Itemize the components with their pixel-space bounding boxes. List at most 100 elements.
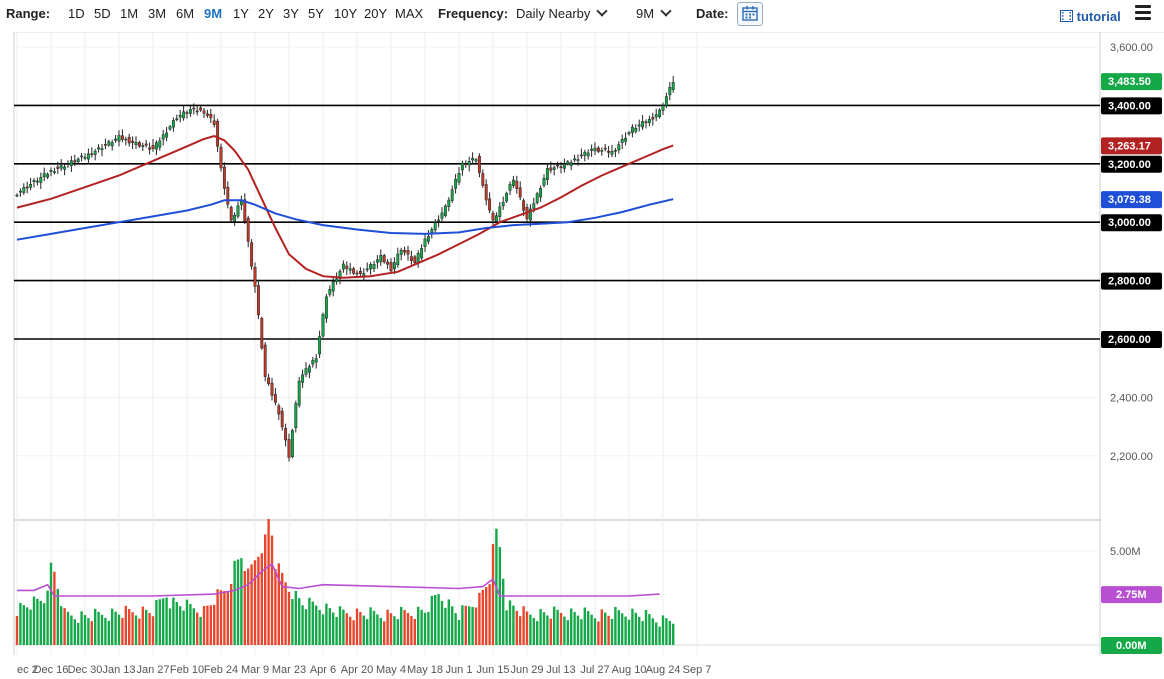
candle-body (314, 358, 318, 363)
range-3m[interactable]: 3M (148, 6, 167, 21)
volume-bar (410, 615, 413, 645)
candle-body (637, 124, 641, 127)
volume-bar (583, 607, 586, 645)
volume-bar (386, 609, 389, 645)
range-label: Range: (6, 6, 51, 21)
candle-body (185, 112, 189, 114)
volume-bar (114, 611, 117, 645)
volume-bar (359, 612, 362, 645)
price-badge (1101, 331, 1162, 348)
range-3y[interactable]: 3Y (283, 6, 299, 21)
volume-bar (379, 617, 382, 645)
candle-body (86, 153, 90, 160)
candle-body (549, 167, 553, 171)
date-tick-label: Aug 24 (646, 664, 681, 676)
volume-bar (315, 605, 318, 645)
volume-bar (366, 619, 369, 645)
candle-body (226, 186, 230, 205)
volume-tick-label: 5.00M (1110, 546, 1141, 558)
volume-bar (644, 609, 648, 645)
candle-body (389, 262, 393, 272)
candle-body (205, 113, 209, 116)
volume-bar (447, 599, 450, 645)
price-badge-label: 3,400.00 (1108, 100, 1151, 112)
volume-bar (332, 612, 335, 645)
period-value: 9M (636, 6, 655, 21)
volume-bar (145, 609, 148, 645)
volume-bar (542, 612, 546, 645)
hamburger-menu-icon[interactable] (1135, 5, 1151, 20)
volume-bar (100, 614, 104, 645)
volume-bar (536, 621, 539, 645)
candle-body (171, 120, 175, 128)
volume-bar (304, 609, 308, 645)
range-1m[interactable]: 1M (120, 6, 139, 21)
candle-body (562, 164, 566, 169)
range-6m[interactable]: 6M (176, 6, 195, 21)
candle-body (233, 214, 237, 222)
range-9m[interactable]: 9M (204, 6, 223, 21)
volume-bar (665, 618, 668, 645)
candle-body (209, 114, 213, 119)
volume-bar (240, 558, 243, 645)
volume-bar (155, 600, 158, 645)
candle-body (158, 140, 162, 148)
price-chart[interactable]: 2,200.00 2,400.00 2,600.00 2,800.00 3,000.00… (0, 32, 1164, 679)
candle-body (307, 366, 311, 373)
volume-bar (233, 560, 236, 645)
candle-body (423, 238, 427, 247)
volume-bar (457, 619, 461, 645)
candle-body (256, 285, 260, 316)
tutorial-label: tutorial (1076, 9, 1121, 24)
volume-bar (672, 623, 675, 645)
volume-bar (355, 608, 359, 645)
volume-bar (281, 572, 284, 645)
range-1d[interactable]: 1D (68, 6, 85, 21)
range-2y[interactable]: 2Y (258, 6, 274, 21)
candle-body (178, 115, 182, 118)
volume-bar (668, 620, 671, 645)
date-tick-label: Jan 13 (102, 664, 135, 676)
volume-bar (230, 583, 233, 645)
price-badge-label: 3,263.17 (1108, 140, 1151, 152)
range-5d[interactable]: 5D (94, 6, 111, 21)
volume-bar (15, 615, 19, 645)
frequency-dropdown[interactable]: Daily Nearby (516, 5, 609, 21)
volume-bar (468, 606, 471, 645)
candle-body (641, 121, 645, 128)
candle-body (369, 264, 373, 270)
volume-bar (83, 615, 87, 645)
volume-bar (138, 618, 141, 645)
volume-bar (580, 619, 583, 645)
candle-body (355, 272, 359, 275)
candle-body (42, 173, 46, 178)
range-1y[interactable]: 1Y (233, 6, 249, 21)
volume-badge-label: 0.00M (1116, 640, 1147, 652)
candle-body (518, 187, 522, 198)
volume-bar (223, 591, 226, 645)
candle-body (498, 206, 502, 217)
volume-bar (651, 618, 654, 645)
candle-body (406, 250, 410, 255)
range-5y[interactable]: 5Y (308, 6, 324, 21)
volume-bar (196, 612, 199, 645)
candle-body (73, 160, 77, 163)
range-10y[interactable]: 10Y (334, 6, 358, 21)
volume-bar (117, 614, 121, 645)
volume-bar (563, 616, 566, 645)
candle-body (103, 144, 107, 146)
candle-body (460, 162, 464, 171)
range-20y[interactable]: 20Y (364, 6, 388, 21)
candle-body (148, 147, 152, 150)
calendar-icon[interactable] (737, 2, 763, 26)
candle-body (467, 161, 471, 166)
period-dropdown[interactable]: 9M (636, 5, 672, 21)
tutorial-link[interactable]: tutorial (1060, 9, 1121, 24)
candle-body (457, 173, 461, 183)
volume-bar (250, 564, 253, 645)
candle-body (331, 281, 335, 292)
volume-bar (22, 605, 25, 645)
range-max[interactable]: MAX (395, 6, 424, 21)
volume-bar (199, 616, 202, 645)
candle-body (267, 377, 271, 384)
